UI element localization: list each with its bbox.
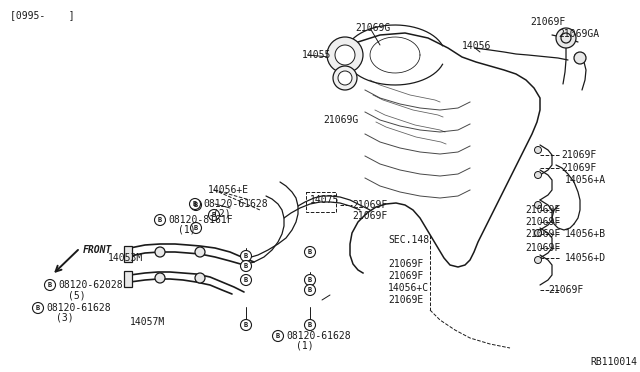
Circle shape — [305, 320, 316, 330]
Text: (2): (2) — [213, 209, 230, 219]
Text: SEC.148: SEC.148 — [388, 235, 429, 245]
Text: 14056: 14056 — [462, 41, 492, 51]
Text: B: B — [308, 277, 312, 283]
Circle shape — [241, 260, 252, 272]
Text: 21069F: 21069F — [388, 259, 423, 269]
Circle shape — [209, 209, 220, 221]
Circle shape — [534, 257, 541, 263]
Circle shape — [333, 66, 357, 90]
Circle shape — [273, 330, 284, 341]
Text: FRONT: FRONT — [83, 245, 113, 255]
Circle shape — [154, 215, 166, 225]
Text: (1): (1) — [178, 225, 196, 235]
Text: B: B — [244, 322, 248, 328]
Text: 21069F: 21069F — [561, 163, 596, 173]
Circle shape — [338, 71, 352, 85]
Text: [0995-    ]: [0995- ] — [10, 10, 75, 20]
Text: 21069E: 21069E — [388, 295, 423, 305]
Circle shape — [574, 52, 586, 64]
Text: 21069G: 21069G — [355, 23, 390, 33]
Text: 21069F: 21069F — [561, 150, 596, 160]
Text: 08120-61628: 08120-61628 — [286, 331, 351, 341]
Circle shape — [305, 275, 316, 285]
Circle shape — [45, 279, 56, 291]
Circle shape — [241, 250, 252, 262]
Text: B: B — [194, 202, 198, 208]
Text: 21069F: 21069F — [525, 205, 560, 215]
Circle shape — [241, 320, 252, 330]
Text: 14075: 14075 — [310, 195, 339, 205]
Text: B: B — [212, 212, 216, 218]
Circle shape — [241, 275, 252, 285]
Text: 14056+E: 14056+E — [208, 185, 249, 195]
Text: 21069F: 21069F — [525, 217, 560, 227]
Bar — [124, 246, 132, 262]
Text: (3): (3) — [56, 313, 74, 323]
Circle shape — [155, 273, 165, 283]
Circle shape — [335, 45, 355, 65]
Text: 14056+D: 14056+D — [565, 253, 606, 263]
Bar — [306, 192, 336, 212]
Text: 08120-8161F: 08120-8161F — [168, 215, 232, 225]
Text: 08120-61628: 08120-61628 — [46, 303, 111, 313]
Text: B: B — [244, 253, 248, 259]
Text: B: B — [194, 225, 198, 231]
Circle shape — [189, 199, 200, 209]
Text: B: B — [193, 201, 197, 207]
Text: 21069F: 21069F — [352, 211, 387, 221]
Circle shape — [305, 285, 316, 295]
Text: 21069F: 21069F — [388, 271, 423, 281]
Circle shape — [33, 302, 44, 314]
Circle shape — [195, 273, 205, 283]
Text: 14056+B: 14056+B — [565, 229, 606, 239]
Circle shape — [327, 37, 363, 73]
Circle shape — [534, 171, 541, 179]
Text: B: B — [244, 277, 248, 283]
Circle shape — [534, 202, 541, 208]
Text: (1): (1) — [296, 341, 314, 351]
Text: B: B — [158, 217, 162, 223]
Text: 08120-62028: 08120-62028 — [58, 280, 123, 290]
Text: B: B — [308, 249, 312, 255]
Text: 21069F: 21069F — [525, 243, 560, 253]
Circle shape — [155, 247, 165, 257]
Circle shape — [534, 230, 541, 237]
Text: 21069G: 21069G — [323, 115, 358, 125]
Text: B: B — [36, 305, 40, 311]
Circle shape — [191, 222, 202, 234]
Text: B: B — [244, 263, 248, 269]
Bar — [124, 271, 132, 287]
Text: 14053M: 14053M — [108, 253, 143, 263]
Circle shape — [305, 247, 316, 257]
Text: B: B — [276, 333, 280, 339]
Text: B: B — [308, 322, 312, 328]
Text: 08120-61628: 08120-61628 — [203, 199, 268, 209]
Text: 21069GA: 21069GA — [558, 29, 599, 39]
Text: 21069F: 21069F — [548, 285, 583, 295]
Text: (5): (5) — [68, 290, 86, 300]
Text: B: B — [48, 282, 52, 288]
Text: 21069F: 21069F — [530, 17, 565, 27]
Text: 14057M: 14057M — [130, 317, 165, 327]
Text: 21069F: 21069F — [525, 229, 560, 239]
Text: 14056+C: 14056+C — [388, 283, 429, 293]
Text: 21069F: 21069F — [352, 200, 387, 210]
Circle shape — [556, 28, 576, 48]
Text: 14056+A: 14056+A — [565, 175, 606, 185]
Text: 14055: 14055 — [302, 50, 332, 60]
Circle shape — [191, 199, 202, 211]
Circle shape — [534, 147, 541, 154]
Text: B: B — [308, 287, 312, 293]
Circle shape — [195, 247, 205, 257]
Text: RB110014: RB110014 — [590, 357, 637, 367]
